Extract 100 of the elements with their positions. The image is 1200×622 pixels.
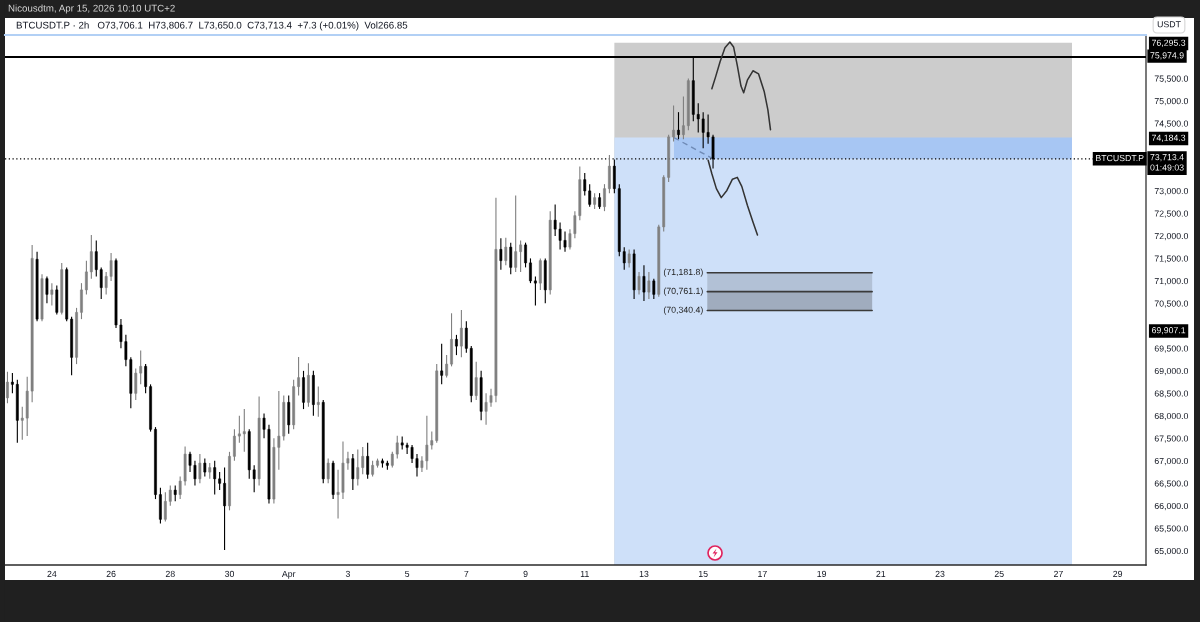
candlestick <box>85 260 88 295</box>
y-tick-label: 75,000.0 <box>1154 97 1189 106</box>
x-tick-label: 25 <box>994 570 1004 577</box>
candlestick <box>534 275 537 307</box>
candlestick <box>237 415 241 444</box>
candlestick <box>647 271 651 300</box>
candlestick <box>464 320 468 354</box>
y-tick-label: 75,500.0 <box>1154 75 1189 83</box>
candlestick <box>672 104 675 142</box>
y-tick-label: 65,000.0 <box>1154 547 1189 556</box>
x-tick-label: 23 <box>935 570 945 577</box>
y-tick-label: 67,000.0 <box>1154 457 1189 466</box>
x-tick-label: 24 <box>47 570 57 577</box>
x-tick-label: 27 <box>1053 570 1063 577</box>
candlestick <box>45 275 49 304</box>
candlestick <box>509 242 513 275</box>
y-tick-label: 74,500.0 <box>1154 120 1189 128</box>
x-tick-label: 15 <box>698 570 708 577</box>
y-tick-label: 73,000.0 <box>1154 187 1189 196</box>
x-tick-label: Apr <box>281 570 296 579</box>
candlestick <box>154 426 157 500</box>
candlestick <box>287 395 291 435</box>
candlestick <box>297 356 300 397</box>
x-tick-label: 26 <box>106 570 116 577</box>
y-tick-label: 66,000.0 <box>1154 502 1189 511</box>
x-tick-label: 7 <box>464 570 469 577</box>
x-tick-label: 13 <box>639 570 649 577</box>
x-tick-label: 3 <box>345 570 350 577</box>
ref-line-label: 73,713.4 01:49:03 <box>1150 154 1184 171</box>
candlestick <box>213 460 217 496</box>
y-tick-label: 70,500.0 <box>1154 300 1189 308</box>
x-tick-label: 9 <box>523 570 528 577</box>
candlestick <box>55 284 59 316</box>
y2-tick-label: 69,907.1 <box>1152 327 1186 335</box>
candlestick <box>677 111 680 140</box>
ref-line-label: 75,974.9 <box>1150 52 1184 60</box>
y-tick-label: 68,000.0 <box>1154 412 1189 421</box>
candlestick <box>652 278 656 300</box>
line-series <box>707 159 759 236</box>
y-tick-label: 69,500.0 <box>1154 345 1189 353</box>
y2-tick-label: 76,295.3 <box>1152 39 1186 47</box>
y-tick-label: 72,000.0 <box>1154 232 1189 241</box>
x-tick-label: 5 <box>405 570 410 577</box>
chart-subtitle: BTCUSDT.P · 2h O73,706.1 H73,806.7 L73,650.0 C73,713.4 +7.3 (+0.01%) Vol266.85 <box>16 21 408 31</box>
y2-axis-title: USDT <box>1157 21 1181 28</box>
candlestick <box>50 282 54 307</box>
y2-tick-label: 74,184.3 <box>1152 134 1186 142</box>
candlestick <box>144 363 148 394</box>
candlestick <box>504 237 508 266</box>
candlestick <box>134 368 138 401</box>
x-tick-label: 30 <box>224 570 235 577</box>
candlestick <box>242 408 246 453</box>
candlestick <box>612 158 616 194</box>
candlestick <box>445 354 448 379</box>
candlestick <box>524 242 527 268</box>
annotation: (70,761.1) <box>663 287 703 296</box>
y-tick-label: 67,500.0 <box>1154 435 1189 443</box>
candlestick <box>637 271 641 295</box>
candlestick <box>499 237 503 271</box>
line-series <box>711 41 772 131</box>
x-tick-label: 29 <box>1113 570 1123 577</box>
y-tick-label: 69,000.0 <box>1154 367 1189 376</box>
candlestick <box>460 309 463 358</box>
x-tick-label: 28 <box>165 570 175 577</box>
candlestick <box>163 491 167 523</box>
candlestick <box>529 257 532 284</box>
candlestick <box>228 451 231 511</box>
x-tick-label: 21 <box>876 570 886 577</box>
candlestick <box>198 453 202 484</box>
candlestick <box>223 467 226 551</box>
candlestick <box>316 386 320 418</box>
candlestick <box>642 264 646 302</box>
candlestick <box>302 370 305 410</box>
y-tick-label: 68,500.0 <box>1154 390 1189 398</box>
y-tick-label: 72,500.0 <box>1154 210 1189 218</box>
candlestick <box>538 257 542 291</box>
candlestick <box>168 485 172 507</box>
candlestick <box>682 95 685 140</box>
candlestick <box>474 361 478 401</box>
candlestick <box>603 183 606 212</box>
y-tick-label: 71,500.0 <box>1154 255 1189 263</box>
candlestick <box>608 154 611 194</box>
candlestick <box>11 372 14 394</box>
candlestick <box>366 442 370 480</box>
y-tick-label: 71,000.0 <box>1154 277 1189 286</box>
candlestick <box>89 234 93 280</box>
candlestick <box>326 458 330 484</box>
candlestick <box>356 449 360 487</box>
candlestick <box>450 312 453 367</box>
chart-title: Nicousdtm, Apr 15, 2026 10:10 UTC+2 <box>8 4 175 14</box>
candlestick <box>351 453 355 491</box>
candlestick <box>6 371 9 404</box>
y-tick-label: 65,500.0 <box>1154 525 1189 533</box>
candlestick <box>519 239 522 273</box>
y-tick-label: 66,500.0 <box>1154 480 1189 488</box>
annotation: (71,181.8) <box>663 268 703 277</box>
candlestick <box>440 343 444 385</box>
x-tick-label: 11 <box>580 570 589 577</box>
candlestick <box>514 194 518 273</box>
candlestick <box>80 282 83 320</box>
